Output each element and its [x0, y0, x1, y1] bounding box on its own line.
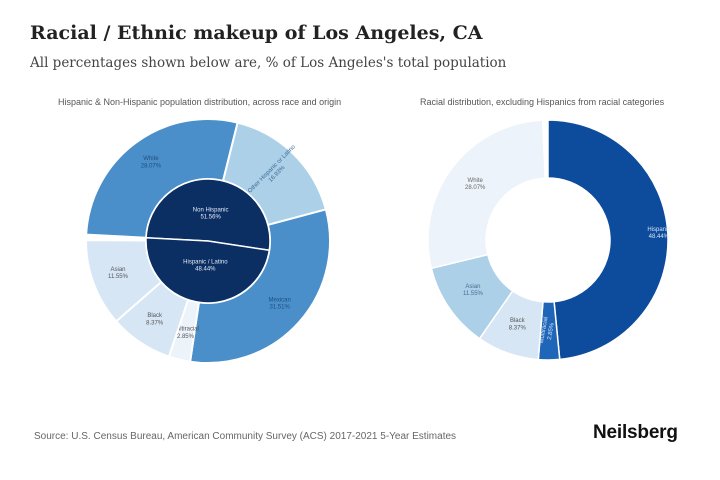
sunburst-label-black: Black 8.37%: [146, 313, 164, 326]
page-subtitle: All percentages shown below are, % of Lo…: [30, 55, 507, 71]
donut-slice-white: [427, 119, 546, 270]
sunburst-inner-label-non-hispanic: Non Hispanic 51.56%: [193, 207, 229, 220]
donut-chart-title: Racial distribution, excluding Hispanics…: [420, 97, 665, 107]
sunburst-inner-slice-hispanic-latino: [145, 236, 271, 304]
source-note: Source: U.S. Census Bureau, American Com…: [34, 431, 457, 442]
sunburst-label-mexican: Mexican 31.51%: [268, 297, 290, 310]
sunburst-label-asian: Asian 11.55%: [108, 267, 129, 280]
donut-label-multiracial: Multiracial2.85%: [539, 316, 557, 345]
donut-label-black: Black 8.37%: [509, 318, 527, 331]
brand-logo: Neilsberg: [593, 422, 678, 443]
sunburst-inner-label-hispanic-latino: Hispanic / Latino 48.44%: [183, 259, 228, 272]
donut-slice-hispanic: [547, 119, 669, 361]
donut-label-white: White 28.07%: [465, 178, 486, 191]
donut-label-asian: Asian 11.55%: [463, 284, 484, 297]
sunburst-label-multiracial: Multiracial 2.85%: [172, 327, 199, 340]
sunburst-label-white: White 28.07%: [141, 156, 162, 169]
sunburst-chart-title: Hispanic & Non-Hispanic population distr…: [58, 97, 342, 107]
donut-label-hispanic: Hispanic 48.44%: [647, 227, 670, 240]
sunburst-inner-slice-non-hispanic: [145, 178, 271, 252]
page-title: Racial / Ethnic makeup of Los Angeles, C…: [30, 22, 483, 44]
